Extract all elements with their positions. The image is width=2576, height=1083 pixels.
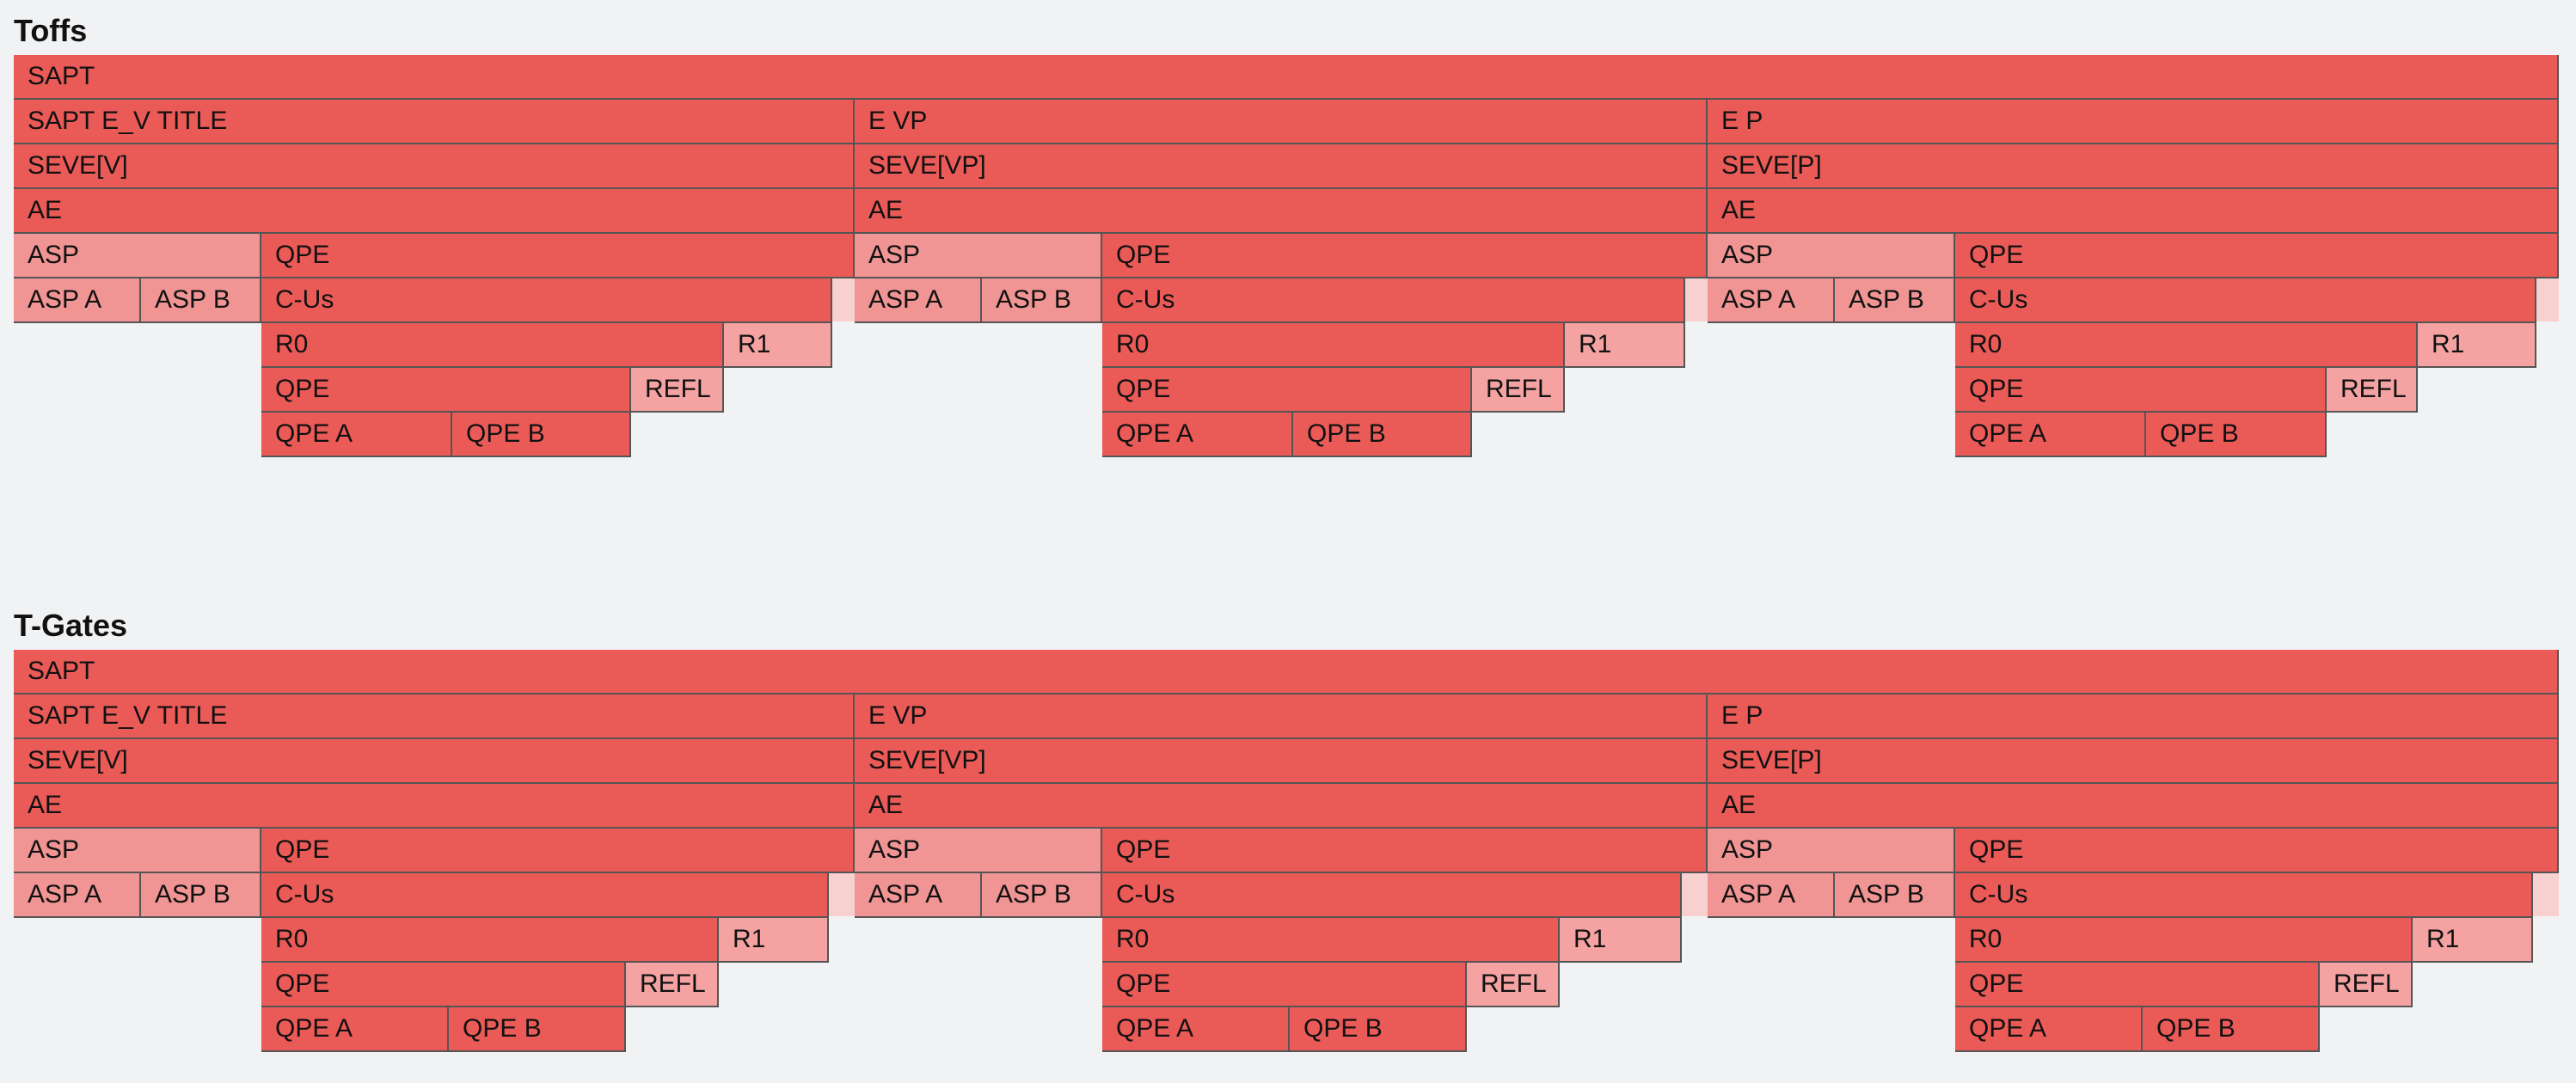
frame-ae[interactable]: AE bbox=[14, 784, 855, 829]
frame-qpe-b[interactable]: QPE B bbox=[449, 1007, 626, 1052]
frame-ae[interactable]: AE bbox=[855, 784, 1708, 829]
frame-c-us[interactable]: C-Us bbox=[1955, 278, 2536, 323]
frame-asp[interactable]: ASP bbox=[1708, 234, 1955, 278]
frame-qpe-a[interactable]: QPE A bbox=[1102, 413, 1293, 457]
frame-asp-a[interactable]: ASP A bbox=[855, 278, 982, 323]
frame-qpe-inner[interactable]: QPE bbox=[1102, 963, 1467, 1007]
frame-qpe-b[interactable]: QPE B bbox=[1293, 413, 1472, 457]
frame-stub bbox=[2533, 873, 2559, 916]
frame-branch-header[interactable]: E P bbox=[1708, 100, 2559, 144]
frame-stub bbox=[1685, 278, 1708, 321]
frame-stub bbox=[829, 873, 855, 916]
frame-asp-b[interactable]: ASP B bbox=[1835, 278, 1955, 323]
frame-asp[interactable]: ASP bbox=[14, 234, 261, 278]
frame-c-us[interactable]: C-Us bbox=[1955, 873, 2533, 918]
frame-stub bbox=[1682, 873, 1708, 916]
frame-refl[interactable]: REFL bbox=[2320, 963, 2413, 1007]
frame-seve[interactable]: SEVE[V] bbox=[14, 144, 855, 189]
frame-qpe-inner[interactable]: QPE bbox=[1955, 963, 2320, 1007]
frame-qpe[interactable]: QPE bbox=[1955, 829, 2559, 873]
frame-stub bbox=[2536, 278, 2559, 321]
section-toffs: Toffs SAPT SAPT E_V TITLE SEVE[V] AE ASP… bbox=[0, 0, 2576, 516]
frame-r0[interactable]: R0 bbox=[1102, 323, 1565, 368]
frame-r1[interactable]: R1 bbox=[1565, 323, 1685, 368]
frame-asp-a[interactable]: ASP A bbox=[1708, 278, 1835, 323]
frame-branch-header[interactable]: SAPT E_V TITLE bbox=[14, 694, 855, 739]
frame-r1[interactable]: R1 bbox=[2418, 323, 2536, 368]
frame-r0[interactable]: R0 bbox=[1955, 918, 2413, 963]
frame-r0[interactable]: R0 bbox=[261, 323, 724, 368]
frame-refl[interactable]: REFL bbox=[1467, 963, 1560, 1007]
frame-seve[interactable]: SEVE[VP] bbox=[855, 144, 1708, 189]
frame-refl[interactable]: REFL bbox=[2327, 368, 2418, 413]
frame-qpe[interactable]: QPE bbox=[1102, 829, 1708, 873]
frame-c-us[interactable]: C-Us bbox=[261, 873, 829, 918]
frame-c-us[interactable]: C-Us bbox=[1102, 278, 1685, 323]
frame-asp[interactable]: ASP bbox=[14, 829, 261, 873]
frame-asp-b[interactable]: ASP B bbox=[982, 278, 1102, 323]
frame-r0[interactable]: R0 bbox=[261, 918, 719, 963]
frame-asp-b[interactable]: ASP B bbox=[982, 873, 1102, 918]
frame-branch-header[interactable]: E VP bbox=[855, 694, 1708, 739]
frame-seve[interactable]: SEVE[P] bbox=[1708, 144, 2559, 189]
frame-r0[interactable]: R0 bbox=[1955, 323, 2418, 368]
section-t-gates: T-Gates SAPT SAPT E_V TITLE SEVE[V] AE A… bbox=[0, 595, 2576, 1083]
frame-refl[interactable]: REFL bbox=[631, 368, 724, 413]
frame-seve[interactable]: SEVE[P] bbox=[1708, 739, 2559, 784]
frame-qpe-inner[interactable]: QPE bbox=[1102, 368, 1472, 413]
frame-c-us[interactable]: C-Us bbox=[261, 278, 832, 323]
frame-branch-header[interactable]: E P bbox=[1708, 694, 2559, 739]
frame-qpe[interactable]: QPE bbox=[261, 829, 855, 873]
frame-r1[interactable]: R1 bbox=[724, 323, 832, 368]
frame-qpe-a[interactable]: QPE A bbox=[261, 413, 452, 457]
frame-seve[interactable]: SEVE[VP] bbox=[855, 739, 1708, 784]
frame-qpe-b[interactable]: QPE B bbox=[452, 413, 631, 457]
frame-r1[interactable]: R1 bbox=[2413, 918, 2533, 963]
frame-qpe-a[interactable]: QPE A bbox=[261, 1007, 449, 1052]
frame-asp-a[interactable]: ASP A bbox=[14, 873, 141, 918]
frame-qpe-inner[interactable]: QPE bbox=[261, 368, 631, 413]
frame-refl[interactable]: REFL bbox=[626, 963, 719, 1007]
frame-root[interactable]: SAPT bbox=[14, 55, 2559, 100]
frame-qpe[interactable]: QPE bbox=[1955, 234, 2559, 278]
section-title: T-Gates bbox=[14, 608, 128, 643]
frame-ae[interactable]: AE bbox=[855, 189, 1708, 234]
frame-qpe-inner[interactable]: QPE bbox=[1955, 368, 2327, 413]
frame-branch-header[interactable]: E VP bbox=[855, 100, 1708, 144]
frame-asp-b[interactable]: ASP B bbox=[141, 873, 261, 918]
frame-asp-a[interactable]: ASP A bbox=[14, 278, 141, 323]
frame-root[interactable]: SAPT bbox=[14, 650, 2559, 694]
frame-qpe-b[interactable]: QPE B bbox=[2143, 1007, 2320, 1052]
frame-stub bbox=[832, 278, 855, 321]
section-title: Toffs bbox=[14, 13, 88, 48]
frame-qpe-a[interactable]: QPE A bbox=[1102, 1007, 1290, 1052]
frame-asp-a[interactable]: ASP A bbox=[855, 873, 982, 918]
frame-asp[interactable]: ASP bbox=[1708, 829, 1955, 873]
frame-c-us[interactable]: C-Us bbox=[1102, 873, 1682, 918]
frame-ae[interactable]: AE bbox=[1708, 189, 2559, 234]
frame-qpe-inner[interactable]: QPE bbox=[261, 963, 626, 1007]
frame-qpe-a[interactable]: QPE A bbox=[1955, 413, 2146, 457]
frame-asp[interactable]: ASP bbox=[855, 829, 1102, 873]
frame-qpe[interactable]: QPE bbox=[1102, 234, 1708, 278]
frame-qpe-b[interactable]: QPE B bbox=[1290, 1007, 1467, 1052]
frame-r1[interactable]: R1 bbox=[719, 918, 829, 963]
frame-branch-header[interactable]: SAPT E_V TITLE bbox=[14, 100, 855, 144]
frame-asp[interactable]: ASP bbox=[855, 234, 1102, 278]
frame-asp-a[interactable]: ASP A bbox=[1708, 873, 1835, 918]
frame-qpe[interactable]: QPE bbox=[261, 234, 855, 278]
frame-qpe-b[interactable]: QPE B bbox=[2146, 413, 2327, 457]
frame-ae[interactable]: AE bbox=[1708, 784, 2559, 829]
frame-asp-b[interactable]: ASP B bbox=[141, 278, 261, 323]
frame-r0[interactable]: R0 bbox=[1102, 918, 1560, 963]
frame-asp-b[interactable]: ASP B bbox=[1835, 873, 1955, 918]
frame-qpe-a[interactable]: QPE A bbox=[1955, 1007, 2143, 1052]
frame-seve[interactable]: SEVE[V] bbox=[14, 739, 855, 784]
frame-refl[interactable]: REFL bbox=[1472, 368, 1565, 413]
frame-ae[interactable]: AE bbox=[14, 189, 855, 234]
frame-r1[interactable]: R1 bbox=[1560, 918, 1682, 963]
